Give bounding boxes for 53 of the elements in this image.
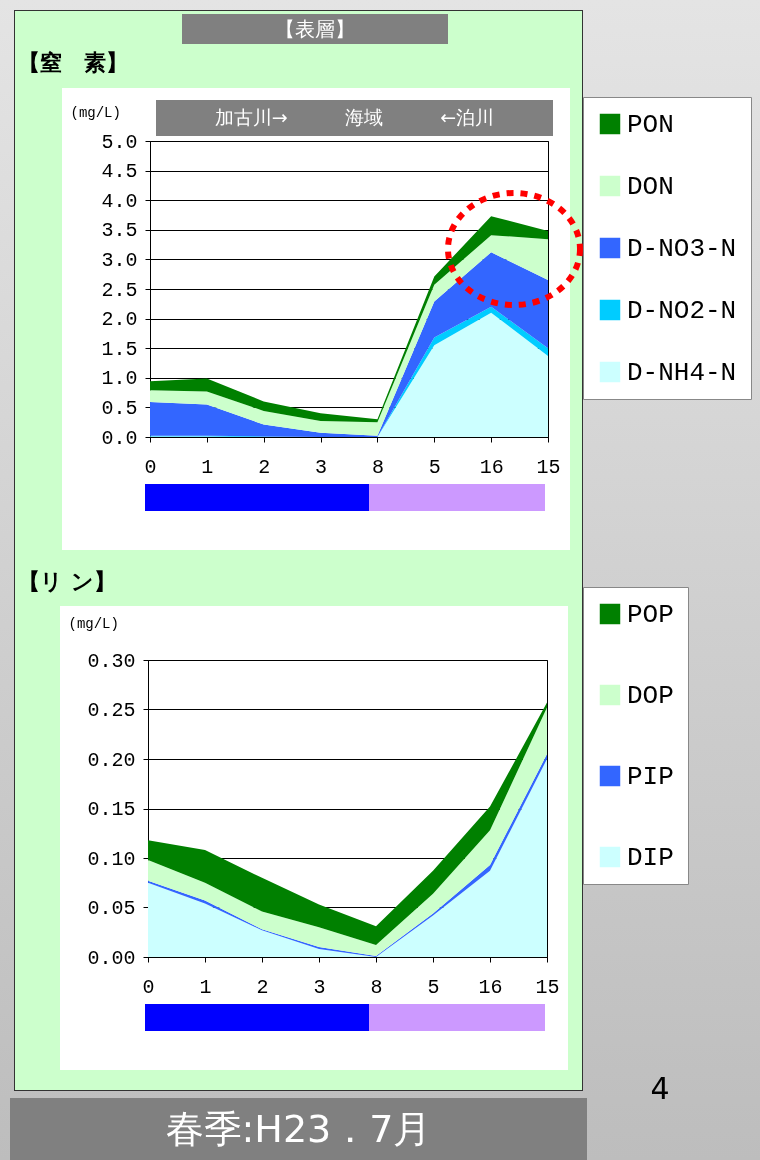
legend-label: DIP bbox=[627, 843, 674, 873]
x-tick-label: 8 bbox=[371, 455, 384, 479]
y-tick-label: 1.5 bbox=[101, 337, 138, 361]
text: 海域 bbox=[344, 105, 383, 130]
y-axis-title: (mg/L) bbox=[68, 615, 119, 632]
legend-label: PIP bbox=[627, 762, 674, 792]
y-tick-label: 0.05 bbox=[87, 897, 136, 920]
x-tick-label: 3 bbox=[313, 975, 326, 999]
x-tick-label: 3 bbox=[315, 455, 328, 479]
legend-label: D-NO3-N bbox=[627, 234, 737, 264]
legend-label: D-NH4-N bbox=[627, 358, 737, 388]
x-tick-label: 5 bbox=[427, 975, 440, 999]
legend-label: POP bbox=[627, 600, 674, 630]
x-tick-label: 0 bbox=[142, 975, 155, 999]
text: 4 bbox=[650, 1070, 670, 1106]
y-tick-label: 0.5 bbox=[101, 396, 138, 420]
text: 加古川→ bbox=[214, 105, 288, 130]
chart-title: 【リ ン】 bbox=[18, 569, 116, 594]
x-tick-label: 15 bbox=[536, 455, 561, 479]
x-tick-label: 1 bbox=[201, 455, 214, 479]
y-tick-label: 2.0 bbox=[101, 308, 138, 332]
y-tick-label: 1.0 bbox=[101, 367, 138, 391]
chart-title: 【窒 素】 bbox=[18, 50, 128, 75]
y-tick-label: 0.0 bbox=[101, 426, 138, 450]
y-tick-label: 0.30 bbox=[87, 649, 136, 673]
legend-label: PON bbox=[627, 110, 674, 140]
x-tick-label: 15 bbox=[535, 975, 560, 999]
text: ←泊川 bbox=[440, 105, 495, 130]
x-tick-label: 16 bbox=[479, 455, 504, 479]
y-tick-label: 5.0 bbox=[101, 130, 138, 154]
y-tick-label: 4.0 bbox=[101, 189, 138, 213]
y-tick-label: 4.5 bbox=[101, 160, 138, 184]
y-axis-title: (mg/L) bbox=[70, 104, 121, 121]
y-tick-label: 3.0 bbox=[101, 248, 138, 272]
y-tick-label: 0.15 bbox=[87, 798, 136, 821]
y-tick-label: 0.25 bbox=[87, 699, 136, 722]
x-tick-label: 8 bbox=[370, 975, 383, 999]
y-tick-label: 0.00 bbox=[87, 946, 136, 970]
x-tick-label: 5 bbox=[428, 455, 441, 479]
text: 【表層】 bbox=[275, 15, 355, 43]
legend-label: D-NO2-N bbox=[627, 296, 737, 326]
legend-label: DOP bbox=[627, 681, 674, 711]
x-tick-label: 2 bbox=[256, 975, 269, 999]
y-tick-label: 0.20 bbox=[87, 748, 136, 772]
x-tick-label: 16 bbox=[478, 975, 503, 999]
y-tick-label: 0.10 bbox=[87, 847, 136, 871]
y-tick-label: 2.5 bbox=[101, 278, 138, 302]
x-tick-label: 2 bbox=[258, 455, 271, 479]
x-tick-label: 1 bbox=[199, 975, 212, 999]
x-tick-label: 0 bbox=[144, 455, 157, 479]
y-tick-label: 3.5 bbox=[101, 219, 138, 243]
text: 春季:H23．7月 bbox=[165, 1105, 432, 1153]
legend-label: DON bbox=[627, 172, 674, 202]
